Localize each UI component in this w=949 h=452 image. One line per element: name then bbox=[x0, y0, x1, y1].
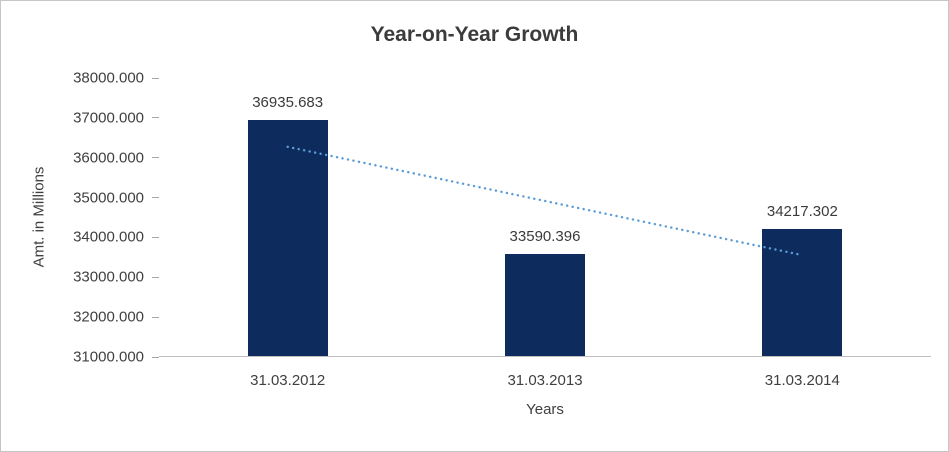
y-tick-mark bbox=[152, 316, 159, 318]
x-category-label: 31.03.2013 bbox=[507, 372, 583, 389]
plot-area: 31000.000 32000.000 33000.000 34000.000 3500… bbox=[73, 70, 931, 389]
y-tick-label: 33000.000 bbox=[73, 268, 144, 286]
y-tick-label: 32000.000 bbox=[73, 308, 144, 326]
x-axis-line bbox=[159, 356, 931, 357]
y-tick-label: 35000.000 bbox=[73, 189, 144, 207]
y-tick-mark bbox=[152, 197, 159, 199]
bar bbox=[505, 253, 585, 356]
bar-value-label: 33590.396 bbox=[509, 227, 581, 245]
y-tick-mark bbox=[152, 276, 159, 278]
chart-title: Year-on-Year Growth bbox=[370, 23, 579, 46]
y-tick-mark bbox=[152, 356, 159, 358]
y-tick-mark bbox=[152, 77, 159, 79]
bar-value-label: 34217.302 bbox=[766, 202, 838, 220]
y-tick-label: 34000.000 bbox=[73, 228, 144, 246]
y-tick-label: 37000.000 bbox=[73, 109, 144, 127]
x-category-label: 31.03.2012 bbox=[250, 372, 326, 389]
y-tick-mark bbox=[152, 117, 159, 119]
x-axis-title: Years bbox=[526, 401, 564, 418]
y-axis-title: Amt. in Millions bbox=[30, 166, 48, 268]
y-tick-mark bbox=[152, 157, 159, 159]
x-category-label: 31.03.2014 bbox=[764, 372, 840, 389]
y-tick-label: 38000.000 bbox=[73, 69, 144, 87]
y-tick-label: 36000.000 bbox=[73, 149, 144, 167]
y-tick-mark bbox=[152, 236, 159, 238]
bar-value-label: 36935.683 bbox=[252, 94, 324, 112]
bar bbox=[762, 228, 843, 356]
y-tick-label: 31000.000 bbox=[73, 348, 144, 366]
bar bbox=[247, 120, 328, 356]
